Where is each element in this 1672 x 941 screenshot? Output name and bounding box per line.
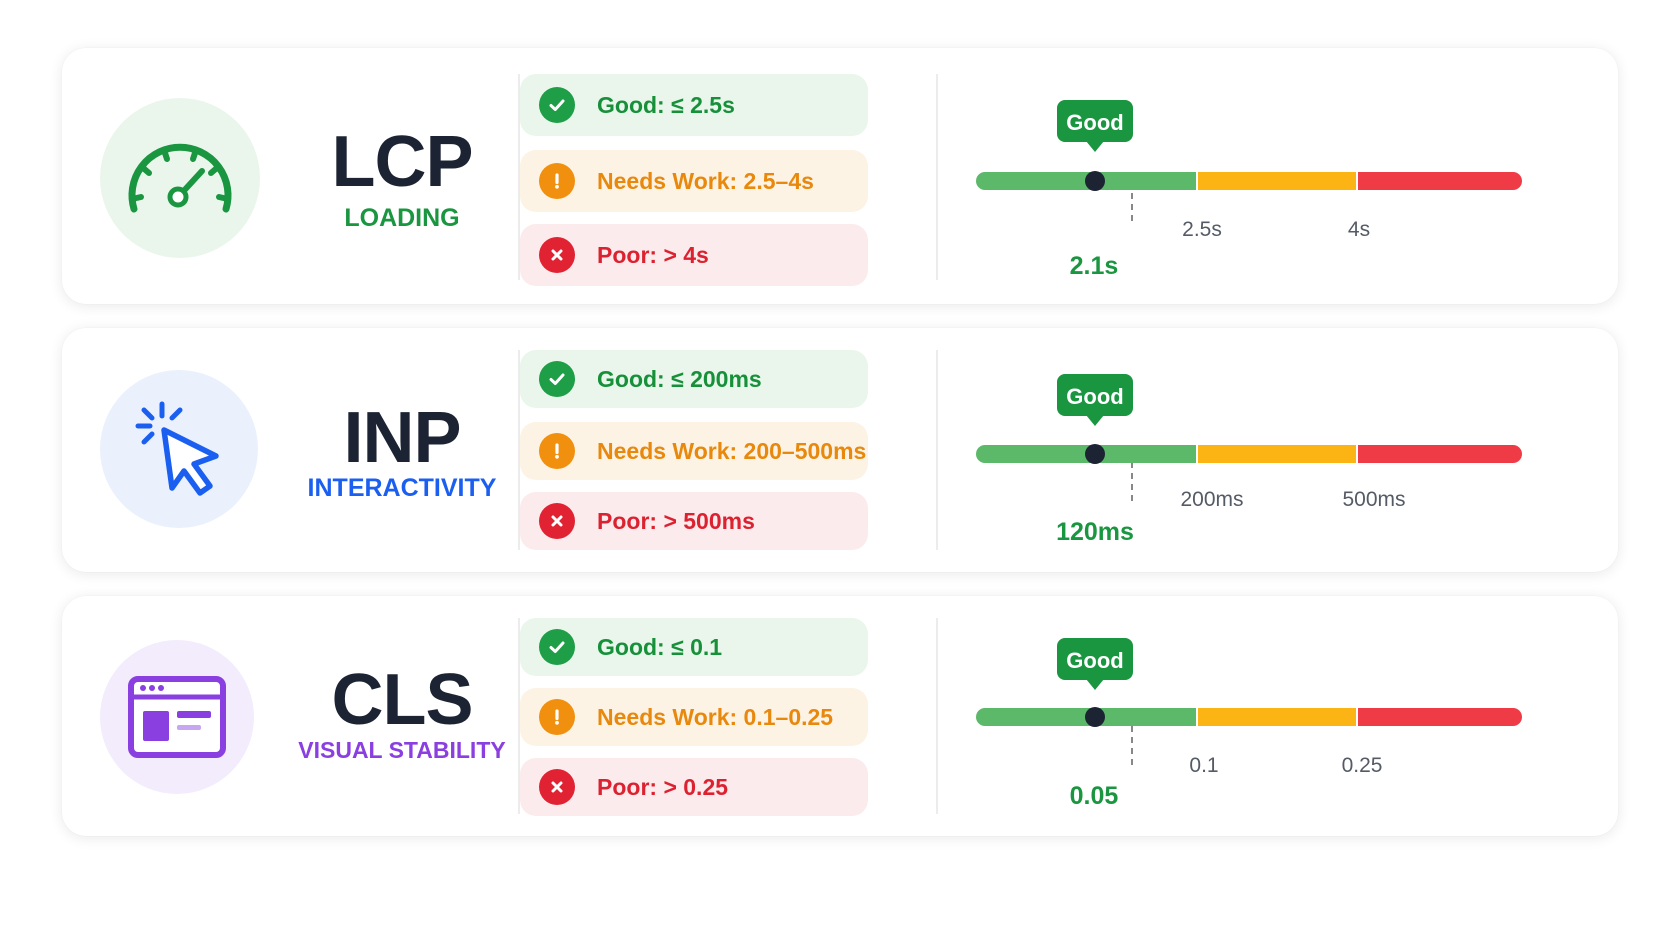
threshold-needs-work-label: Needs Work: 200–500ms: [597, 437, 867, 464]
threshold-good-label: Good: ≤ 0.1: [597, 633, 723, 660]
threshold-needs-work: Needs Work: 200–500ms: [520, 422, 868, 480]
scale-marker-dot: [1085, 171, 1105, 191]
cls-icon-circle: [100, 640, 254, 794]
metric-subtitle: VISUAL STABILITY: [298, 737, 506, 763]
scale-needs-work-segment: [1198, 445, 1356, 463]
threshold-poor-label: Poor: > 4s: [597, 241, 709, 268]
tick-label: 200ms: [1180, 488, 1243, 511]
lcp-card: LCP LOADING Good: ≤ 2.5s Needs Work: 2.5…: [62, 48, 1618, 304]
threshold-poor-label: Poor: > 500ms: [597, 507, 755, 534]
scale-marker-dot: [1085, 444, 1105, 464]
current-value: 2.1s: [1070, 252, 1119, 280]
threshold-poor: Poor: > 500ms: [520, 492, 868, 550]
marker-flag: [1057, 638, 1133, 680]
divider: [936, 618, 938, 814]
divider: [518, 618, 520, 814]
scale-needs-work-segment: [1198, 172, 1356, 190]
threshold-good: Good: ≤ 200ms: [520, 350, 868, 408]
x-icon: [539, 503, 575, 539]
tick-label: 500ms: [1342, 488, 1405, 511]
scale-poor-segment: [1358, 172, 1522, 190]
inp-card: INP INTERACTIVITY Good: ≤ 200ms Needs Wo…: [62, 328, 1618, 572]
divider: [936, 350, 938, 550]
scale-poor-segment: [1358, 708, 1522, 726]
cls-card: CLS VISUAL STABILITY Good: ≤ 0.1 Needs W…: [62, 596, 1618, 836]
threshold-good-label: Good: ≤ 200ms: [597, 365, 762, 392]
marker-label: Good: [1066, 384, 1123, 409]
threshold-needs-work-label: Needs Work: 0.1–0.25: [597, 703, 834, 730]
check-icon: [539, 629, 575, 665]
speedometer-icon: [128, 143, 232, 213]
exclamation-icon: [539, 433, 575, 469]
marker-flag: [1057, 374, 1133, 416]
metric-title: CLS: [331, 660, 474, 740]
x-icon: [539, 237, 575, 273]
threshold-good: Good: ≤ 0.1: [520, 618, 868, 676]
tick-label: 0.25: [1342, 754, 1383, 777]
cursor-click-icon: [135, 401, 219, 496]
scale-needs-work-segment: [1198, 708, 1356, 726]
current-value: 0.05: [1070, 782, 1119, 810]
lcp-icon-circle: [100, 98, 260, 258]
scale-marker-dot: [1085, 707, 1105, 727]
inp-icon-circle: [100, 370, 258, 528]
inp-scale: Good 200ms 500ms 120ms: [976, 374, 1522, 546]
scale-poor-segment: [1358, 445, 1522, 463]
threshold-poor: Poor: > 0.25: [520, 758, 868, 816]
metric-title: LCP: [331, 122, 474, 202]
tick-label: 0.1: [1189, 754, 1218, 777]
divider: [518, 350, 520, 550]
tick-label: 2.5s: [1182, 218, 1222, 241]
threshold-good-label: Good: ≤ 2.5s: [597, 91, 735, 118]
threshold-needs-work: Needs Work: 2.5–4s: [520, 150, 868, 212]
metric-subtitle: INTERACTIVITY: [307, 474, 497, 502]
x-icon: [539, 769, 575, 805]
lcp-scale: Good 2.5s 4s 2.1s: [976, 100, 1522, 280]
exclamation-icon: [539, 163, 575, 199]
check-icon: [539, 87, 575, 123]
metric-subtitle: LOADING: [344, 204, 460, 232]
threshold-poor-label: Poor: > 0.25: [597, 773, 729, 800]
browser-layout-icon: [128, 676, 226, 758]
threshold-good: Good: ≤ 2.5s: [520, 74, 868, 136]
marker-flag: [1057, 100, 1133, 142]
cls-scale: Good 0.1 0.25 0.05: [976, 638, 1522, 810]
divider: [518, 74, 520, 280]
marker-label: Good: [1066, 648, 1123, 673]
threshold-needs-work: Needs Work: 0.1–0.25: [520, 688, 868, 746]
divider: [936, 74, 938, 280]
exclamation-icon: [539, 699, 575, 735]
threshold-needs-work-label: Needs Work: 2.5–4s: [597, 167, 814, 194]
check-icon: [539, 361, 575, 397]
marker-label: Good: [1066, 110, 1123, 135]
tick-label: 4s: [1348, 218, 1370, 241]
metric-title: INP: [343, 398, 461, 478]
threshold-poor: Poor: > 4s: [520, 224, 868, 286]
current-value: 120ms: [1056, 518, 1134, 546]
